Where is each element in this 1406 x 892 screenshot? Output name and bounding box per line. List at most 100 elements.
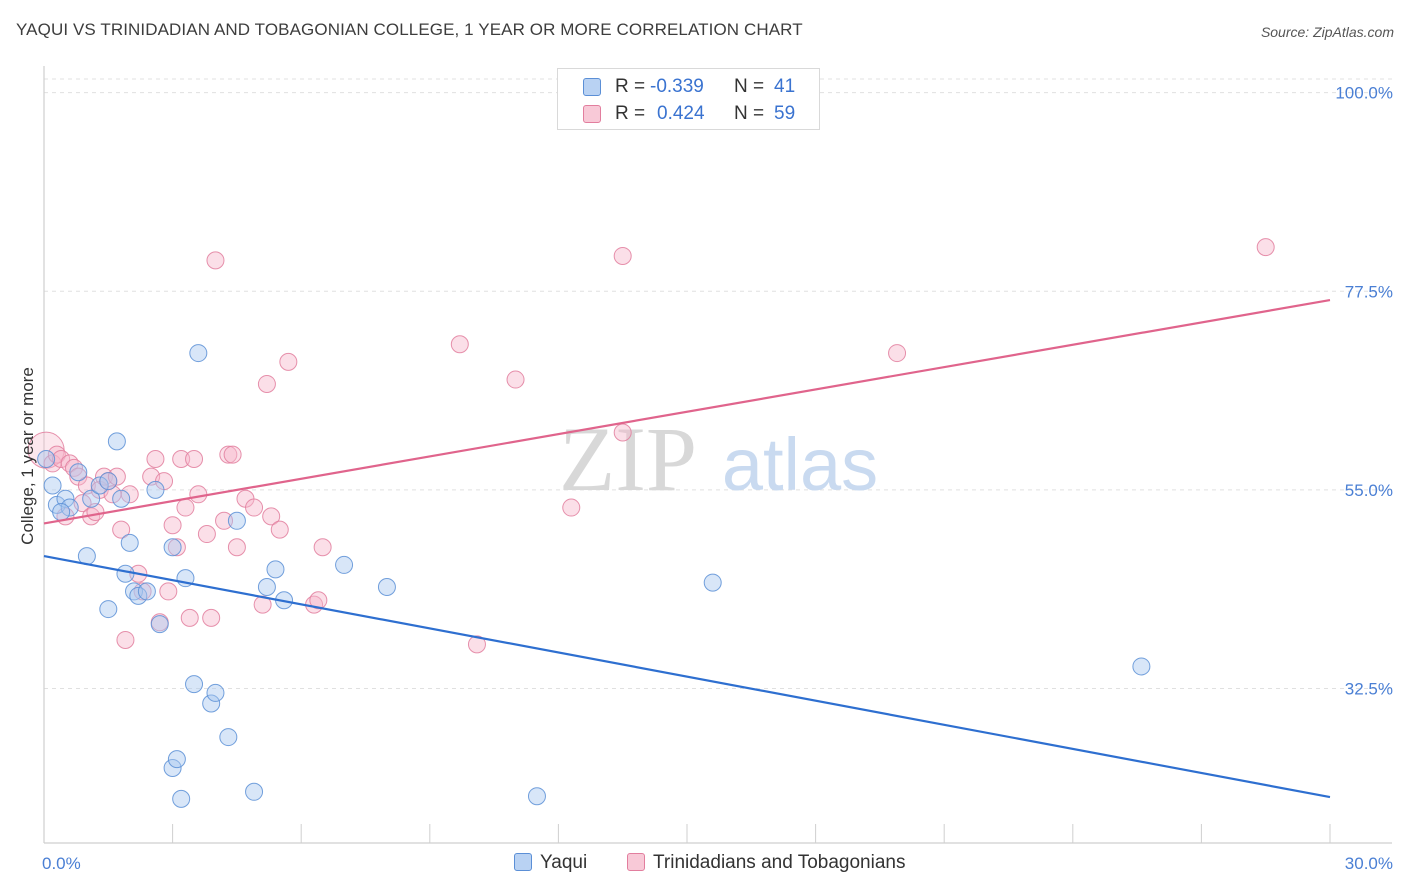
yaqui-point <box>116 564 135 583</box>
trinidadians-point <box>52 450 71 468</box>
trinidadians-point <box>202 608 221 627</box>
trinidadians-point <box>467 635 486 654</box>
yaqui-point <box>167 750 186 769</box>
legend-swatch-trinidadians <box>583 105 601 123</box>
bottom-legend-label-yaqui: Yaqui <box>540 852 588 873</box>
trinidadians-point <box>313 538 332 557</box>
trinidadians-point <box>309 591 328 610</box>
trinidadians-point <box>180 608 199 627</box>
trinidadians-point <box>262 507 281 526</box>
legend-r-value: 0.424 <box>657 103 705 124</box>
yaqui-trend-line <box>43 555 1331 799</box>
trinidadians-point <box>223 445 242 464</box>
correlation-legend: R = -0.339 N = 41 R = 0.424 N = 59 <box>557 68 820 130</box>
yaqui-point <box>189 344 208 363</box>
yaqui-point <box>202 694 221 713</box>
yaqui-point <box>172 789 191 808</box>
trinidadians-point <box>167 538 186 557</box>
watermark-zip: ZIP <box>559 408 697 510</box>
trinidadians-point <box>219 445 238 464</box>
yaqui-point <box>185 675 204 694</box>
bottom-legend-swatch-yaqui <box>514 853 532 871</box>
trinidadians-point <box>176 498 195 517</box>
trinidadians-point <box>159 582 178 601</box>
yaqui-point <box>82 489 101 508</box>
yaqui-point <box>107 432 126 451</box>
legend-n-value: 59 <box>774 103 796 124</box>
legend-row-trinidadians: R = 0.424 N = 59 <box>558 102 821 128</box>
trinidadians-point <box>189 485 208 504</box>
y-tick-label: 100.0% <box>1335 84 1393 103</box>
source-credit: Source: ZipAtlas.com <box>1260 24 1394 40</box>
x-tick-label: 30.0% <box>1345 854 1393 873</box>
trinidadians-point <box>163 516 182 535</box>
yaqui-point <box>129 586 148 605</box>
trinidadians-point <box>206 251 225 270</box>
bottom-legend-swatch-trinidadians <box>627 853 645 871</box>
yaqui-point <box>69 463 88 482</box>
yaqui-point <box>112 489 131 508</box>
chart-title: YAQUI VS TRINIDADIAN AND TOBAGONIAN COLL… <box>16 20 803 39</box>
legend-n-value: 41 <box>774 76 796 97</box>
trinidadians-point <box>146 450 165 468</box>
legend-swatch-yaqui <box>583 78 601 96</box>
y-tick-label: 55.0% <box>1345 481 1393 500</box>
yaqui-point <box>146 480 165 499</box>
legend-r-label: R = <box>615 103 646 124</box>
yaqui-point <box>37 450 56 468</box>
yaqui-point <box>163 758 182 777</box>
trinidadians-point <box>107 467 126 486</box>
yaqui-point <box>52 502 71 521</box>
trinidadians-point <box>116 630 135 649</box>
trinidadians-point <box>215 511 234 530</box>
yaqui-point <box>99 472 118 491</box>
bottom-legend-label-trinidadians: Trinidadians and Tobagonians <box>653 852 906 873</box>
yaqui-point <box>335 555 354 574</box>
trinidadians-point <box>257 374 276 393</box>
trinidadians-point <box>172 450 191 468</box>
legend-n-label: N = <box>734 76 765 97</box>
trinidadians-point <box>1256 238 1275 257</box>
trinidadians-point <box>245 498 264 517</box>
bottom-legend-yaqui: Yaqui <box>514 852 587 874</box>
yaqui-point <box>227 511 246 530</box>
yaqui-point <box>137 582 156 601</box>
yaqui-point <box>150 615 169 634</box>
trinidadians-point <box>279 352 298 371</box>
yaqui-point <box>257 578 276 596</box>
yaqui-point <box>219 728 238 747</box>
series-yaqui-points <box>37 344 1151 808</box>
bottom-legend-trinidadians: Trinidadians and Tobagonians <box>627 852 905 874</box>
trinidadians-point <box>613 423 632 442</box>
trinidadians-trend-line <box>43 299 1331 525</box>
trinidadians-point <box>197 525 216 544</box>
axes <box>43 66 1392 844</box>
trinidadians-point <box>888 344 907 363</box>
trinidadians-point <box>613 246 632 265</box>
y-tick-label: 32.5% <box>1345 680 1393 699</box>
tick-labels: 100.0% 77.5% 55.0% 32.5% 0.0% 30.0% <box>42 84 1393 873</box>
trinidadians-point <box>450 335 469 354</box>
yaqui-point <box>266 560 285 579</box>
y-axis-label: College, 1 year or more <box>18 367 37 545</box>
yaqui-point <box>90 476 109 495</box>
gridlines <box>44 78 1392 690</box>
yaqui-point <box>120 533 139 552</box>
yaqui-point <box>245 782 264 801</box>
trend-lines <box>43 299 1331 799</box>
trinidadians-point <box>227 538 246 557</box>
yaqui-point <box>163 538 182 557</box>
yaqui-point <box>43 476 62 495</box>
yaqui-point <box>1132 657 1151 676</box>
yaqui-point <box>377 578 396 596</box>
yaqui-point <box>703 573 722 592</box>
yaqui-point <box>527 787 546 806</box>
trinidadians-point <box>185 450 204 468</box>
legend-r-label: R = <box>615 76 646 97</box>
series-trinidadians-points <box>27 238 1275 654</box>
yaqui-point <box>60 498 79 517</box>
y-tick-label: 77.5% <box>1345 282 1393 301</box>
trinidadians-point <box>120 485 139 504</box>
yaqui-point <box>99 600 118 619</box>
